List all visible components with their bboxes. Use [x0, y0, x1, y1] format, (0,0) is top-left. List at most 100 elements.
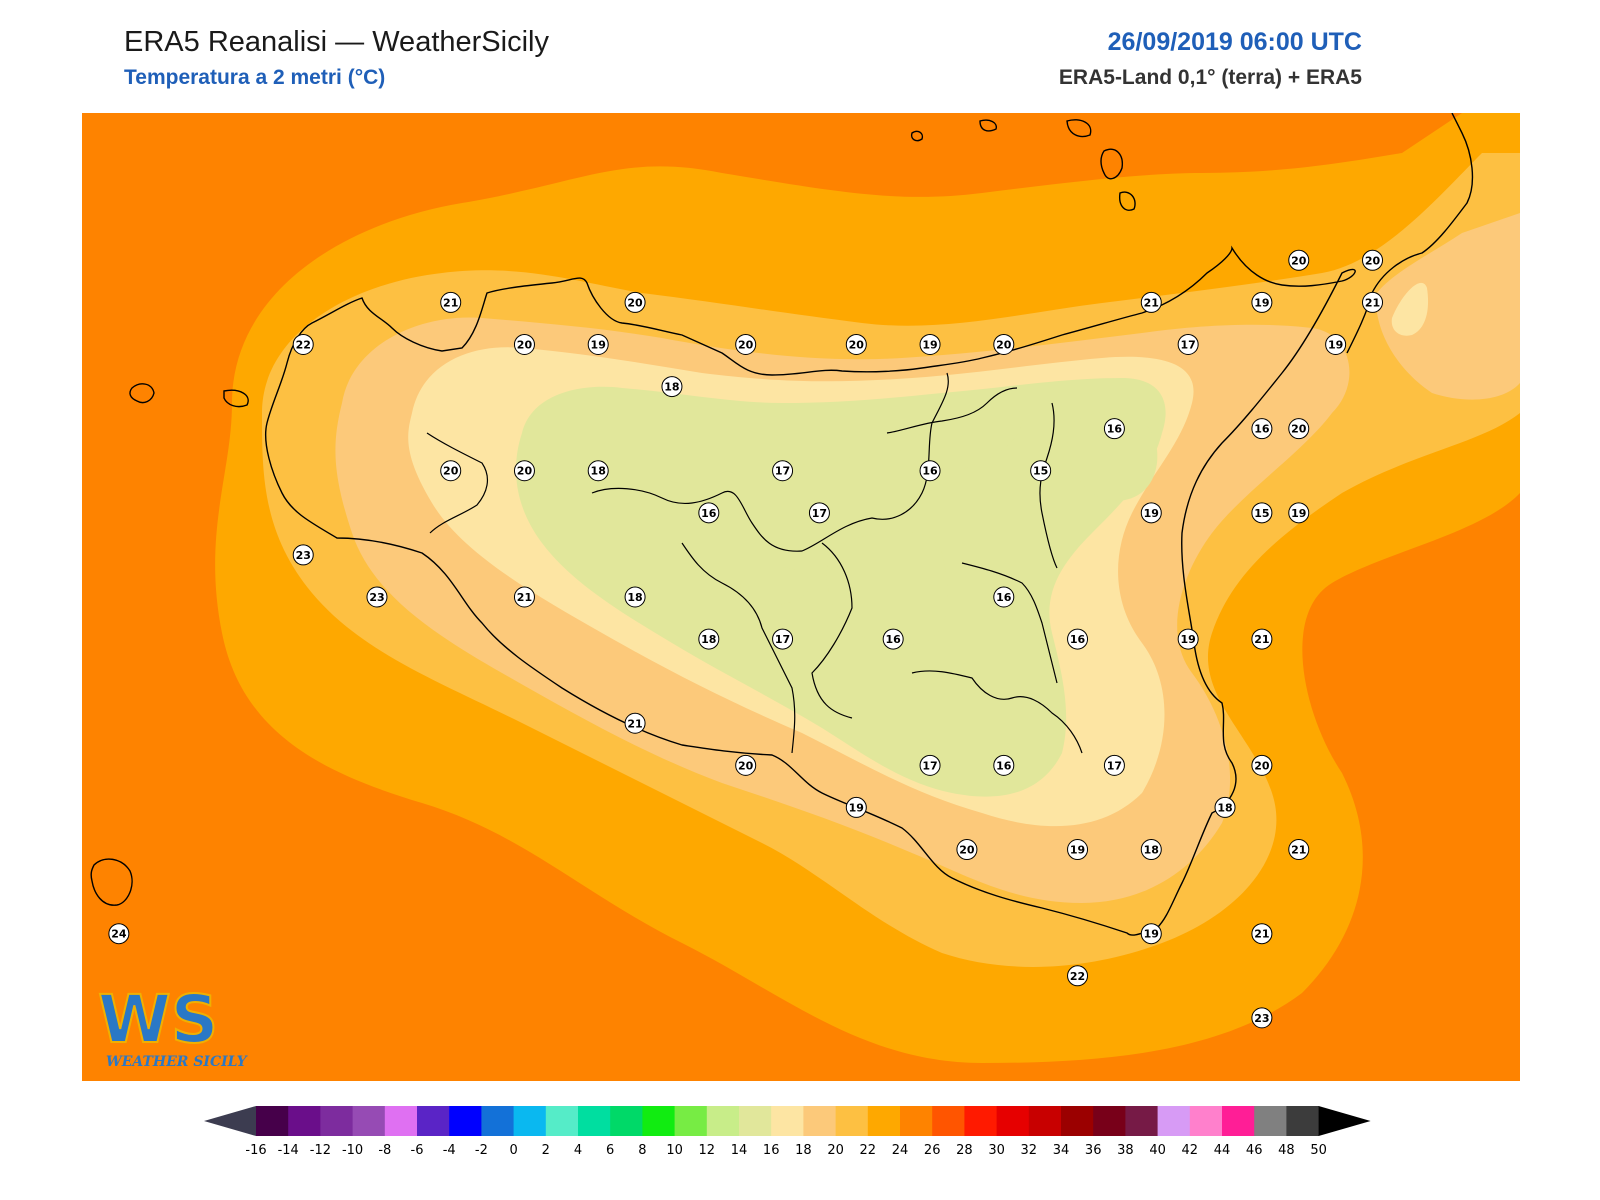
station-temperature: 16: [886, 633, 902, 646]
station-marker: 21: [1140, 291, 1162, 313]
station-marker: 16: [1067, 628, 1089, 650]
station-dot: [661, 376, 683, 398]
station-temperature: 18: [1217, 801, 1232, 814]
station-dot: [1177, 333, 1199, 355]
station-marker: 19: [919, 333, 941, 355]
station-dot: [624, 712, 646, 734]
colorbar-swatch: [1028, 1106, 1062, 1136]
colorbar-tick-label: 40: [1149, 1143, 1166, 1158]
station-temperature: 20: [517, 338, 533, 351]
station-marker: 20: [1288, 249, 1310, 271]
colorbar-swatch: [1286, 1106, 1320, 1136]
station-dot: [1140, 923, 1162, 945]
colorbar-swatch: [1254, 1106, 1287, 1136]
station-dot: [919, 460, 941, 482]
station-dot: [1214, 796, 1236, 818]
logo-letters: WS: [98, 981, 218, 1058]
colorbar-tick-label: 18: [795, 1143, 812, 1158]
colorbar-tick-label: 28: [956, 1143, 973, 1158]
station-dot: [698, 502, 720, 524]
colorbar-tick-label: 50: [1310, 1143, 1327, 1158]
station-temperature: 23: [1254, 1012, 1269, 1025]
station-dot: [772, 628, 794, 650]
station-marker: 21: [1288, 839, 1310, 861]
station-dot: [292, 544, 314, 566]
station-marker: 22: [1067, 965, 1089, 987]
station-dot: [1251, 502, 1273, 524]
station-marker: 19: [1140, 502, 1162, 524]
station-marker: 20: [993, 333, 1015, 355]
colorbar-swatch: [288, 1106, 321, 1136]
station-dot: [1251, 628, 1273, 650]
station-marker: 17: [772, 460, 794, 482]
valid-datetime: 26/09/2019 06:00 UTC: [1107, 28, 1362, 56]
station-marker: 19: [1251, 291, 1273, 313]
station-temperature: 18: [627, 591, 642, 604]
station-temperature: 24: [111, 928, 127, 941]
station-temperature: 21: [1291, 844, 1306, 857]
station-temperature: 21: [1365, 296, 1380, 309]
colorbar-under-arrow: [204, 1106, 256, 1136]
colorbar-swatch: [900, 1106, 933, 1136]
station-dot: [1067, 839, 1089, 861]
station-marker: 21: [1251, 628, 1273, 650]
colorbar-swatch: [996, 1106, 1030, 1136]
station-marker: 20: [956, 839, 978, 861]
station-marker: 21: [513, 586, 535, 608]
colorbar-tick-label: 16: [763, 1143, 780, 1158]
colorbar-tick-label: 6: [606, 1143, 614, 1158]
station-marker: 15: [1030, 460, 1052, 482]
isotherm-patch-14-west: [767, 429, 857, 466]
isotherm-patch-14-east: [1067, 411, 1158, 501]
station-marker: 18: [1214, 796, 1236, 818]
colorbar-tick-label: 22: [860, 1143, 877, 1158]
station-marker: 18: [587, 460, 609, 482]
station-dot: [1362, 291, 1384, 313]
station-dot: [845, 796, 867, 818]
map-subtitle: Temperatura a 2 metri (°C): [124, 66, 386, 89]
station-temperature: 21: [1254, 928, 1269, 941]
station-marker: 22: [292, 333, 314, 355]
station-dot: [1251, 418, 1273, 440]
colorbar-swatch: [352, 1106, 386, 1136]
station-dot: [1067, 965, 1089, 987]
station-dot: [440, 291, 462, 313]
station-temperature: 20: [1365, 254, 1381, 267]
colorbar-tick-label: -14: [278, 1143, 299, 1158]
station-marker: 20: [624, 291, 646, 313]
station-dot: [1103, 754, 1125, 776]
colorbar-tick-label: 44: [1214, 1143, 1231, 1158]
station-temperature: 22: [296, 338, 311, 351]
station-temperature: 19: [922, 338, 937, 351]
colorbar-tick-label: 34: [1053, 1143, 1070, 1158]
station-marker: 19: [587, 333, 609, 355]
station-dot: [735, 333, 757, 355]
station-marker: 19: [1067, 839, 1089, 861]
station-dot: [292, 333, 314, 355]
colorbar-swatch: [1125, 1106, 1159, 1136]
colorbar-tick-label: 36: [1085, 1143, 1102, 1158]
station-dot: [440, 460, 462, 482]
station-marker: 19: [1177, 628, 1199, 650]
map-title: ERA5 Reanalisi — WeatherSicily: [124, 26, 549, 58]
station-markers: 22 21 23 23 20 21 20 20 19 18 20 18 21 18 16 18 20 20 17 17…: [108, 249, 1384, 1029]
temperature-map: 22 21 23 23 20 21 20 20 19 18 20 18 21 18 16 18 20 20 17 17…: [82, 113, 1520, 1081]
colorbar-tick-label: 46: [1246, 1143, 1263, 1158]
colorbar-swatch: [384, 1106, 418, 1136]
station-dot: [993, 333, 1015, 355]
station-dot: [1362, 249, 1384, 271]
station-temperature: 17: [775, 633, 790, 646]
station-temperature: 21: [443, 296, 458, 309]
station-dot: [1177, 628, 1199, 650]
weathersicily-logo: WS WEATHER SICILY: [96, 980, 256, 1070]
colorbar-tick-label: 42: [1182, 1143, 1199, 1158]
colorbar-swatch: [1093, 1106, 1126, 1136]
colorbar-swatch: [1189, 1106, 1223, 1136]
station-temperature: 16: [1107, 423, 1123, 436]
colorbar-tick-label: 0: [509, 1143, 517, 1158]
station-dot: [1251, 1007, 1273, 1029]
colorbar-swatch: [739, 1106, 772, 1136]
colorbar-swatch: [964, 1106, 998, 1136]
station-marker: 20: [513, 333, 535, 355]
station-temperature: 18: [664, 381, 679, 394]
